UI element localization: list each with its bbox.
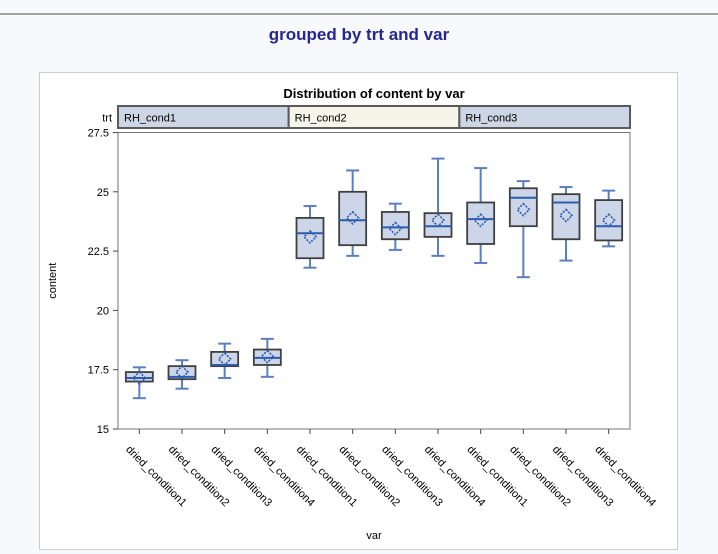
mean-diamond-marker [174,364,190,380]
box-RH_cond2-dried_condition1 [295,205,325,269]
mean-diamond-marker [302,229,318,244]
band-cell-label: RH_cond3 [465,113,517,125]
iqr-box [380,211,410,241]
box-RH_cond2-dried_condition2 [338,169,368,257]
iqr-box [295,216,325,260]
box-RH_cond1-dried_condition1 [124,366,154,400]
mean-diamond-marker [601,213,616,228]
mean-diamond-marker [260,349,275,364]
band-cell-RH_cond3 [458,105,632,129]
y-tick-label: 22.5 [88,246,109,258]
band-axis-label: trt [102,113,112,125]
iqr-box [124,371,154,383]
boxplot-chart: Distribution of content by var trt RH_cond… [47,86,658,542]
box-RH_cond1-dried_condition4 [252,337,282,378]
mean-diamond-marker [388,221,403,236]
box-RH_cond2-dried_condition3 [380,202,410,251]
mean-diamond-marker [516,202,531,217]
mean-diamond-marker [430,213,446,228]
plot-area [117,132,631,430]
box-RH_cond3-dried_condition1 [466,167,496,264]
y-tick-label: 27.5 [88,128,109,140]
box-RH_cond1-dried_condition2 [167,359,197,390]
iqr-box [508,187,538,228]
y-axis-title: content [47,263,59,299]
y-tick-label: 15 [97,424,109,436]
x-axis-title: var [366,530,382,542]
chart-panel: Distribution of content by var trt RH_cond… [39,72,678,550]
y-tick-label: 25 [97,187,109,199]
box-RH_cond1-dried_condition3 [210,342,240,380]
mean-diamond-marker [473,213,488,228]
mean-diamond-marker [345,210,360,226]
page-title: grouped by trt and var [268,25,450,44]
iqr-box [338,190,368,247]
iqr-box [466,201,496,245]
chart-title: Distribution of content by var [283,86,464,101]
box-RH_cond3-dried_condition4 [594,189,624,248]
iqr-box [594,199,624,242]
iqr-box [551,193,581,241]
iqr-box [423,212,453,238]
mean-diamond-marker [217,351,232,367]
y-tick-label: 20 [97,305,109,317]
y-tick-label: 17.5 [88,365,109,377]
band-cell-label: RH_cond2 [295,113,347,125]
box-RH_cond2-dried_condition4 [423,157,453,257]
box-RH_cond3-dried_condition3 [551,186,581,262]
horizontal-rule [0,13,718,15]
mean-diamond-marker [558,208,574,223]
band-cell-label: RH_cond1 [124,113,176,125]
mean-diamond-marker [132,370,147,386]
box-RH_cond3-dried_condition2 [508,180,538,279]
